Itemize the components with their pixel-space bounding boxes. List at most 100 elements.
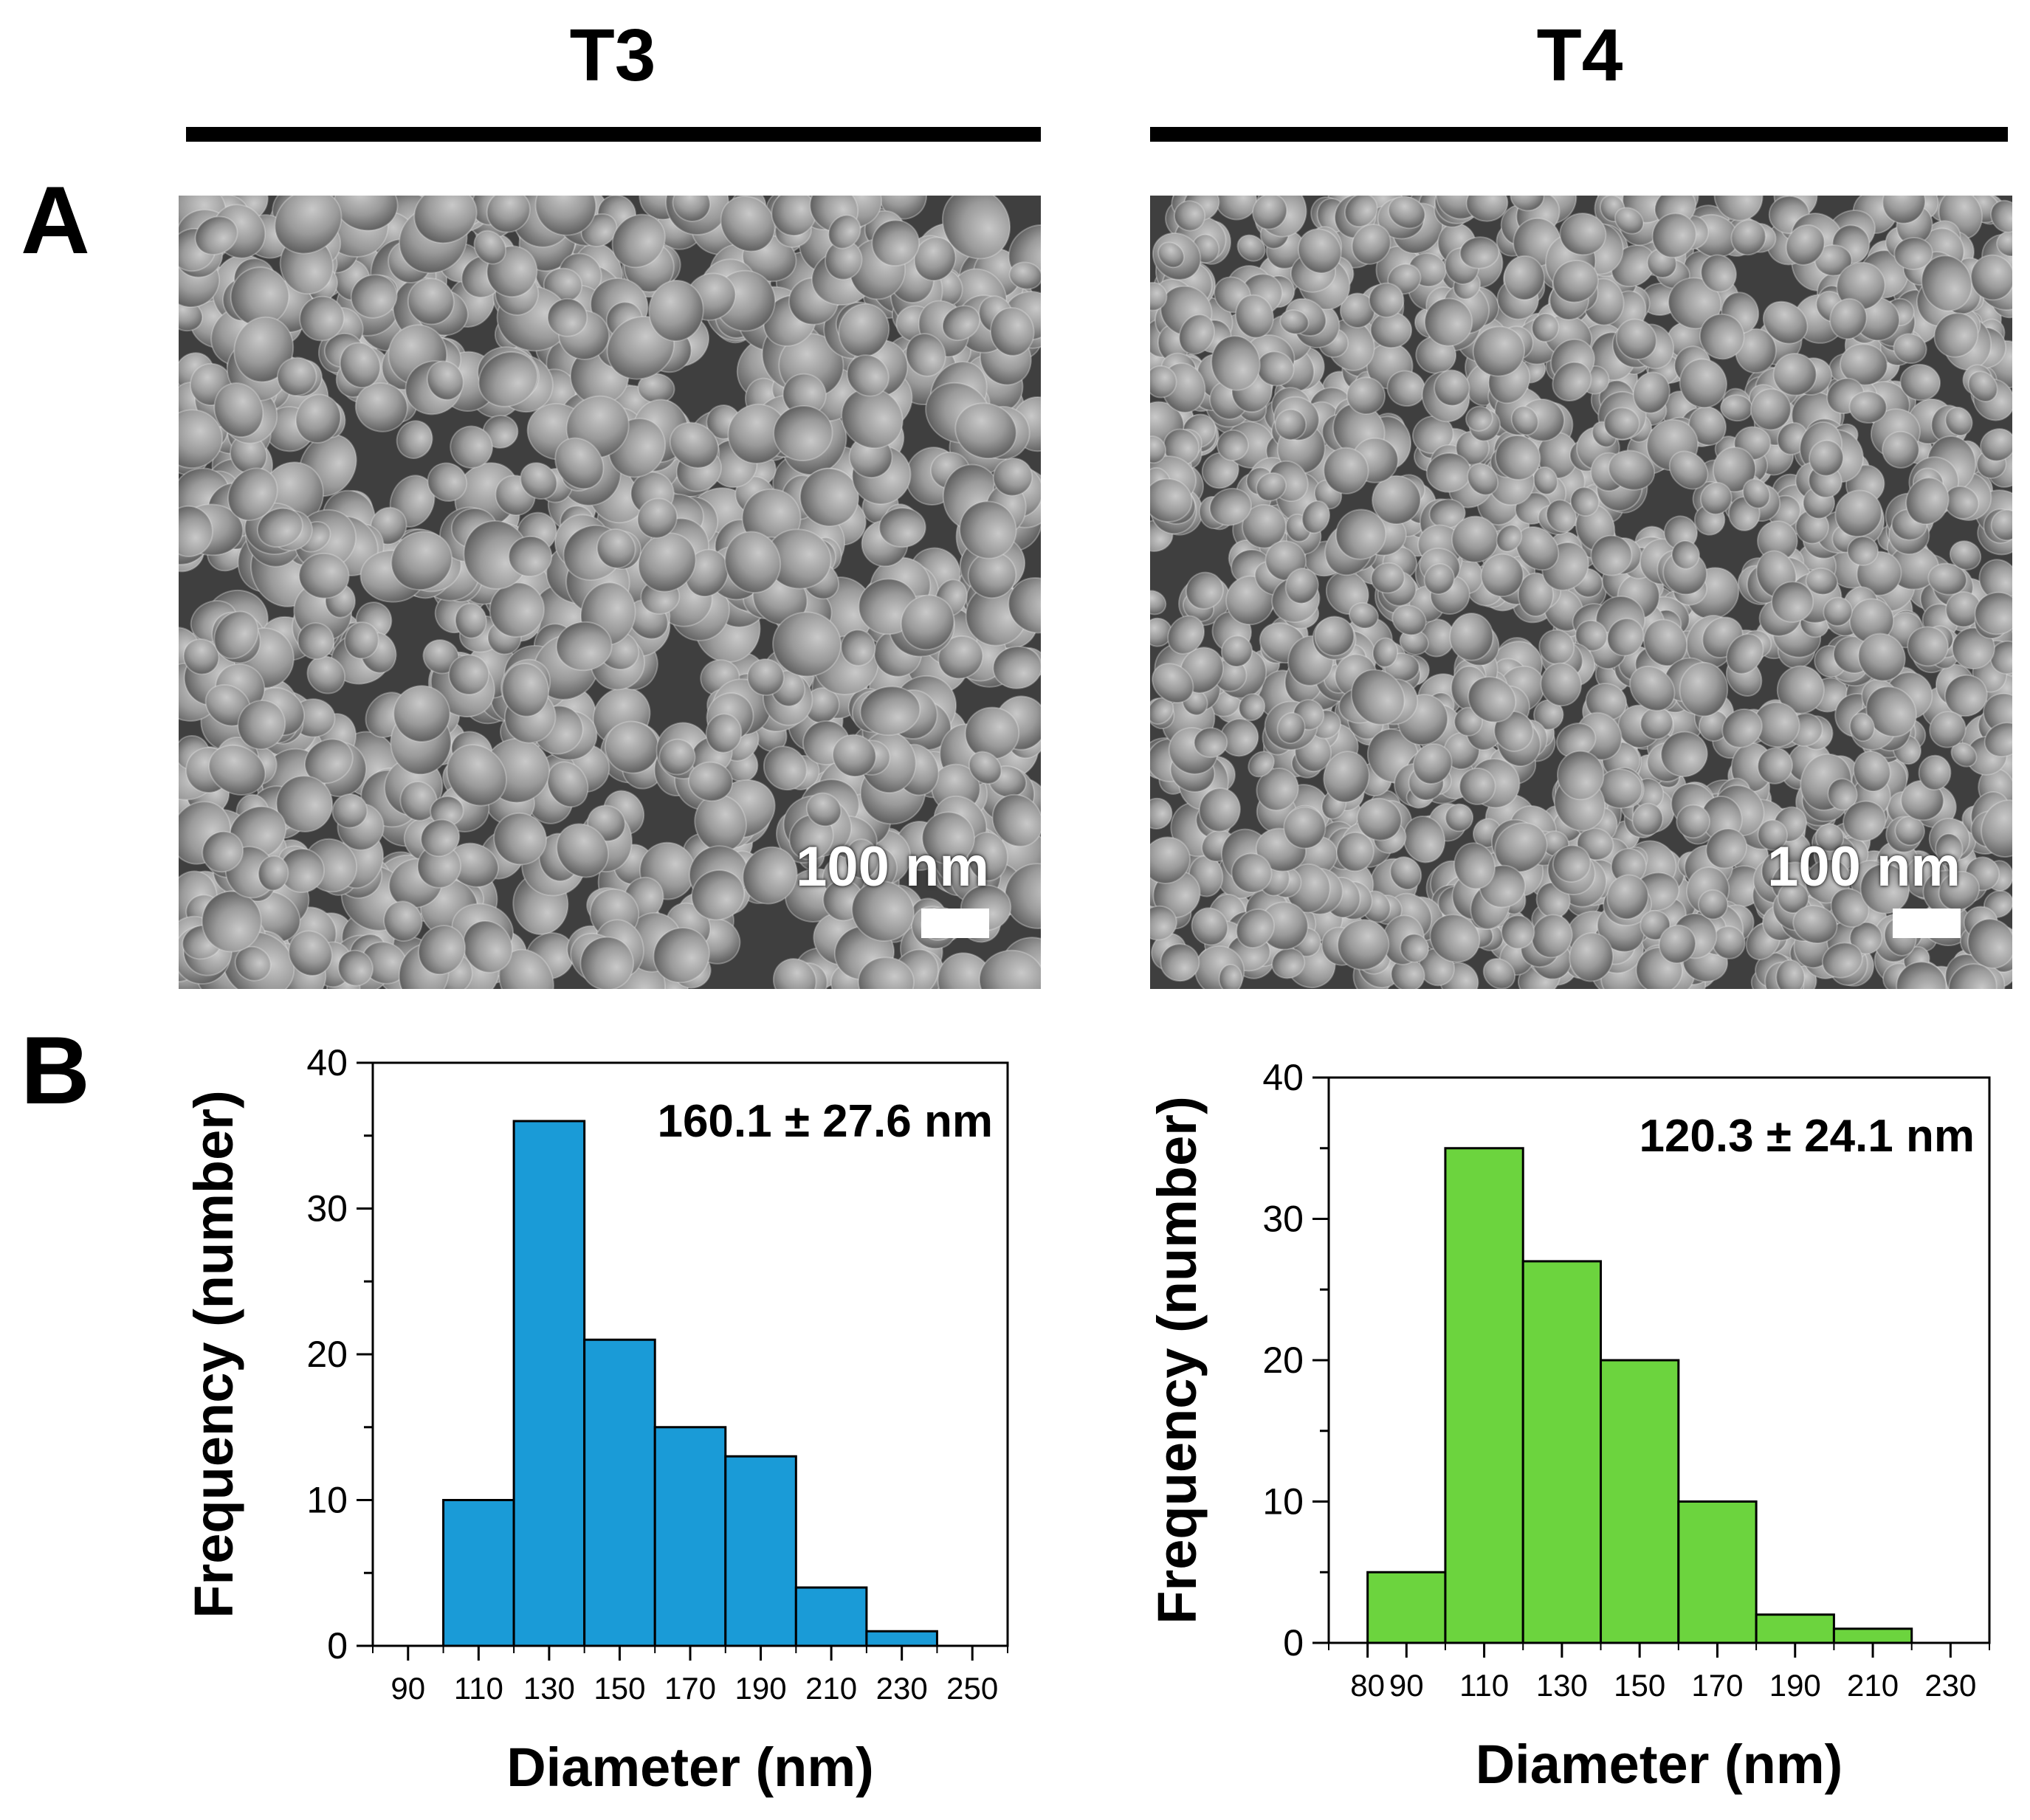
particle bbox=[942, 305, 981, 342]
particle bbox=[1983, 722, 2012, 758]
particle bbox=[1918, 754, 1952, 791]
particle bbox=[1235, 294, 1274, 339]
x-tick-label: 170 bbox=[1691, 1668, 1743, 1703]
particle bbox=[878, 507, 926, 548]
particle bbox=[350, 274, 398, 319]
particle bbox=[1814, 823, 1845, 852]
particle bbox=[846, 354, 890, 397]
particle bbox=[724, 531, 782, 594]
particle bbox=[1434, 369, 1470, 407]
histogram-bar bbox=[442, 1499, 515, 1647]
particle bbox=[653, 927, 710, 984]
particle bbox=[1252, 196, 1288, 230]
particle bbox=[1843, 800, 1887, 842]
particle bbox=[1467, 463, 1499, 496]
particle bbox=[832, 734, 877, 777]
particle bbox=[202, 830, 244, 873]
particle bbox=[844, 838, 879, 880]
particle bbox=[1480, 553, 1524, 598]
particle bbox=[1540, 662, 1582, 707]
particle bbox=[256, 507, 303, 548]
particle bbox=[579, 936, 635, 989]
particle bbox=[1351, 224, 1391, 265]
particle bbox=[427, 462, 468, 502]
y-tick-label: 30 bbox=[1262, 1199, 1304, 1240]
particle bbox=[1836, 261, 1886, 311]
particle bbox=[344, 621, 379, 660]
particle bbox=[555, 621, 613, 672]
particle bbox=[1938, 870, 1981, 911]
particle bbox=[1849, 921, 1883, 955]
particle bbox=[1775, 959, 1806, 989]
particle bbox=[1679, 661, 1729, 717]
y-tick-label: 0 bbox=[1283, 1622, 1304, 1664]
particle bbox=[1699, 313, 1745, 360]
particle bbox=[1494, 821, 1548, 873]
column-title-t4: T4 bbox=[1536, 14, 1623, 97]
particle bbox=[1989, 640, 2012, 675]
particle bbox=[1150, 797, 1173, 830]
particle bbox=[1283, 806, 1327, 849]
particle bbox=[1157, 241, 1185, 269]
particle bbox=[1193, 727, 1228, 759]
particle bbox=[1150, 478, 1193, 523]
scale-bar bbox=[1893, 909, 1961, 938]
particle bbox=[1651, 213, 1697, 258]
particle bbox=[478, 351, 539, 407]
y-tick-label: 20 bbox=[1262, 1340, 1304, 1381]
particle bbox=[1552, 259, 1599, 303]
x-tick-label: 110 bbox=[454, 1671, 503, 1706]
particle bbox=[772, 611, 842, 678]
particle bbox=[1459, 236, 1500, 269]
particle bbox=[1742, 478, 1771, 509]
particle bbox=[1809, 439, 1844, 477]
scale-bar-label: 100 nm bbox=[796, 835, 989, 898]
particle bbox=[1465, 196, 1509, 222]
particle bbox=[556, 823, 609, 878]
particle bbox=[1236, 234, 1266, 262]
particle bbox=[905, 333, 946, 377]
histogram-bar bbox=[1366, 1571, 1447, 1644]
histogram-bar bbox=[1755, 1613, 1835, 1644]
particle bbox=[1640, 706, 1674, 740]
particle bbox=[1004, 863, 1041, 929]
x-tick-label: 210 bbox=[1847, 1668, 1899, 1703]
particle bbox=[399, 781, 438, 821]
sem-texture bbox=[1150, 196, 2012, 989]
particle bbox=[1191, 907, 1229, 946]
particle bbox=[772, 958, 817, 989]
particle bbox=[658, 738, 696, 776]
particle bbox=[967, 831, 1008, 882]
particle bbox=[1167, 615, 1205, 655]
particle bbox=[596, 528, 636, 569]
x-tick-label: 130 bbox=[523, 1671, 575, 1706]
particle bbox=[1284, 568, 1319, 604]
sem-texture bbox=[179, 196, 1041, 989]
particle bbox=[1314, 616, 1355, 657]
particle bbox=[1348, 602, 1379, 630]
particle bbox=[1517, 572, 1554, 617]
particle bbox=[547, 297, 588, 337]
particle bbox=[554, 437, 605, 490]
particle bbox=[446, 744, 507, 807]
particle bbox=[1274, 408, 1307, 441]
particle bbox=[1857, 632, 1906, 682]
particle bbox=[1608, 449, 1656, 491]
particle bbox=[390, 531, 453, 591]
particle bbox=[1412, 742, 1453, 785]
particle bbox=[407, 278, 455, 325]
histogram-bar bbox=[794, 1586, 868, 1647]
particle bbox=[1323, 751, 1370, 803]
particle bbox=[1603, 407, 1640, 441]
x-tick-label: 190 bbox=[735, 1671, 787, 1706]
particle bbox=[396, 420, 433, 459]
x-tick-label: 190 bbox=[1769, 1668, 1821, 1703]
particle bbox=[420, 818, 461, 858]
particle bbox=[1700, 254, 1737, 293]
particle bbox=[1762, 300, 1809, 345]
particle bbox=[900, 594, 955, 651]
particle bbox=[274, 196, 343, 255]
particle bbox=[1823, 596, 1853, 627]
particle bbox=[1821, 942, 1863, 979]
particle bbox=[1248, 751, 1275, 778]
